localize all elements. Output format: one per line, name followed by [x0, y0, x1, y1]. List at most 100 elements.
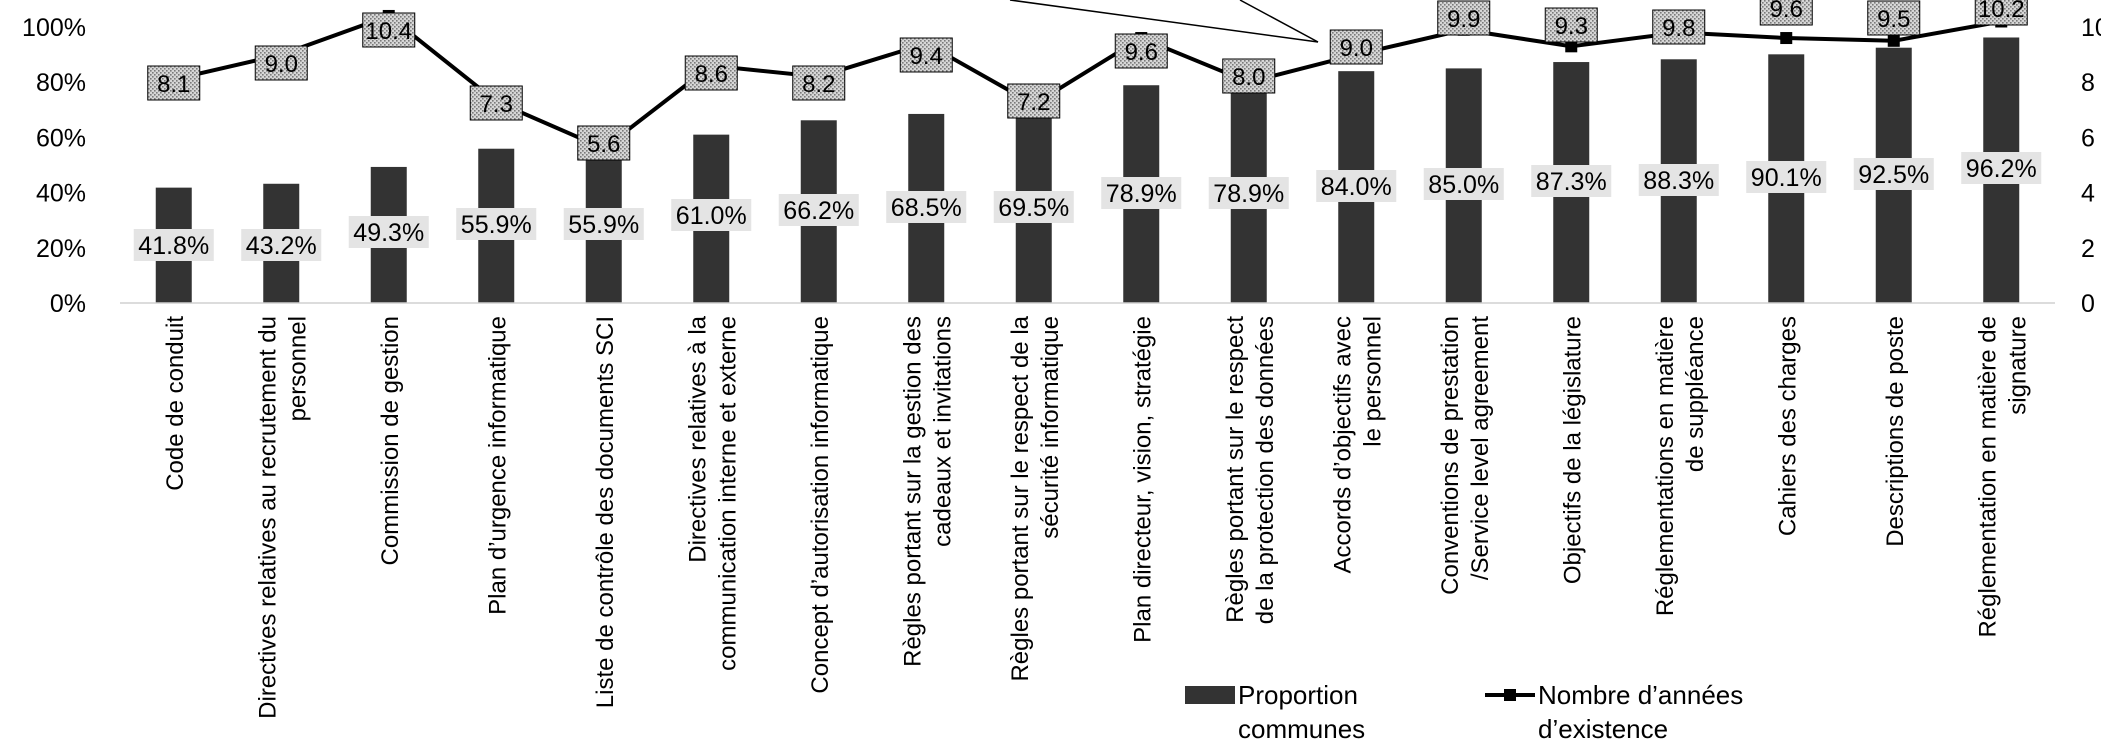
- category-label: Liste de contrôle des documents SCI: [592, 316, 619, 708]
- line-path: [173, 13, 2002, 151]
- category-label: Accords d’objectifs avec: [1329, 316, 1356, 573]
- bar-data-labels: 41.8% 43.2% 49.3% 55.9% 55.9% 61.0% 66.2% 68.5%…: [133, 152, 2042, 261]
- category-label: Concept d’autorisation informatique: [807, 316, 834, 694]
- line-data-label: 10.2: [1978, 0, 2025, 23]
- line-data-label: 8.0: [1232, 64, 1265, 91]
- bar-data-label: 69.5%: [998, 194, 1069, 222]
- y-left-tick-label: 40%: [36, 180, 86, 208]
- line-data-label-box: [1544, 7, 1598, 43]
- category-labels: Code de conduit Directives relatives au r…: [162, 315, 2032, 718]
- category-label: Plan d’urgence informatique: [484, 316, 511, 615]
- line-data-label-box: [1652, 9, 1706, 45]
- y-left-tick-label: 20%: [36, 235, 86, 263]
- bar-data-label: 78.9%: [1106, 180, 1177, 208]
- bar-data-label: 87.3%: [1536, 168, 1607, 196]
- category-label: cadeaux et invitations: [929, 316, 956, 547]
- line-data-label-box: [1974, 0, 2028, 26]
- bar-data-label: 92.5%: [1858, 161, 1929, 189]
- line-data-label: 9.0: [1340, 35, 1373, 62]
- bar-series: [155, 37, 2020, 304]
- y-left-tick-label: 100%: [22, 14, 86, 42]
- category-label: Règles portant sur le respect: [1222, 316, 1249, 623]
- line-data-label: 9.6: [1125, 39, 1158, 66]
- legend-label: Proportion: [1238, 680, 1358, 710]
- bar-data-label-bg: [1531, 165, 1612, 197]
- line-data-label: 9.6: [1770, 0, 1803, 23]
- bar-data-label-bg: [1746, 161, 1827, 193]
- category-label: de la protection des données: [1252, 316, 1279, 624]
- line-data-label-box: [1114, 33, 1168, 69]
- legend-label: communes: [1238, 714, 1365, 744]
- bar-data-label-bg: [993, 191, 1074, 223]
- line-data-label-box: [1222, 58, 1276, 94]
- callout-leader-line: [1009, 0, 1319, 43]
- bar-data-label: 85.0%: [1428, 171, 1499, 199]
- line-data-label-box: [577, 125, 631, 161]
- category-label: Cahiers des charges: [1774, 316, 1801, 536]
- callout-leader-line: [1239, 0, 1319, 43]
- category-label: Commission de gestion: [377, 316, 404, 565]
- line-data-label-box: [147, 65, 201, 101]
- line-data-label: 9.4: [910, 43, 943, 70]
- y-left-tick-label: 60%: [36, 124, 86, 152]
- bar-data-label: 43.2%: [246, 232, 317, 260]
- bar-data-label-bg: [671, 199, 752, 231]
- category-label: de suppléance: [1682, 316, 1709, 472]
- bar-data-label: 55.9%: [461, 211, 532, 239]
- axes: 0%20%40%60%80%100%024681012: [22, 14, 2101, 318]
- line-data-labels: 8.1 9.0 10.4 7.3 5.6 8.6 8.2 9.4 7.2 9.6 8.0 9.0 9.9…: [147, 0, 2028, 161]
- category-label: Objectifs de la législature: [1559, 316, 1586, 584]
- line-data-label: 7.3: [480, 91, 513, 118]
- y-right-tick-label: 8: [2081, 69, 2095, 97]
- line-data-label: 9.5: [1877, 6, 1910, 33]
- bar-data-label-bg: [1101, 177, 1182, 209]
- category-label: personnel: [284, 316, 311, 421]
- bar-data-label-bg: [886, 191, 967, 223]
- legend-line-marker: [1504, 689, 1516, 701]
- bar-data-label: 68.5%: [891, 194, 962, 222]
- category-label: Règles portant sur la gestion des: [899, 316, 926, 667]
- line-data-label-box: [362, 12, 416, 48]
- category-label: Réglementations en matière: [1652, 316, 1679, 616]
- category-label: Descriptions de poste: [1882, 316, 1909, 547]
- category-label: communication interne et externe: [714, 316, 741, 671]
- line-data-label: 8.2: [802, 71, 835, 98]
- category-label: /Service level agreement: [1467, 316, 1494, 580]
- bar-data-label: 90.1%: [1751, 164, 1822, 192]
- line-series: [167, 0, 2008, 155]
- line-data-label-box: [792, 65, 846, 101]
- legend-label: d’existence: [1538, 714, 1668, 744]
- line-data-label-box: [1759, 0, 1813, 26]
- line-data-label: 9.0: [265, 51, 298, 78]
- category-label: Directives relatives au recrutement du: [254, 316, 281, 719]
- bar-data-label: 41.8%: [138, 232, 209, 260]
- bar-data-label: 55.9%: [568, 211, 639, 239]
- line-data-label-box: [1437, 0, 1491, 36]
- category-label: signature: [2004, 316, 2031, 415]
- category-label: Règles portant sur le respect de la: [1007, 315, 1034, 681]
- bar-data-label-bg: [1316, 170, 1397, 202]
- legend: Proportion communes Nombre d’années d’exist…: [1185, 680, 1743, 744]
- bar-data-label-bg: [348, 216, 429, 248]
- bar-data-label-bg: [1961, 152, 2042, 184]
- line-data-label: 7.2: [1017, 89, 1050, 116]
- legend-bar-swatch: [1185, 686, 1235, 704]
- line-data-label: 9.9: [1447, 6, 1480, 33]
- line-data-label-box: [469, 85, 523, 121]
- line-data-label-box: [1329, 29, 1383, 65]
- bar-data-label-bg: [456, 208, 537, 240]
- line-data-label: 10.4: [365, 18, 412, 45]
- bar-data-label: 61.0%: [676, 202, 747, 230]
- line-data-label: 9.3: [1555, 13, 1588, 40]
- bar-data-label: 96.2%: [1966, 155, 2037, 183]
- line-data-label: 8.1: [157, 71, 190, 98]
- category-label: sécurité informatique: [1037, 316, 1064, 539]
- bar-data-label-bg: [1208, 177, 1289, 209]
- line-data-label-box: [684, 55, 738, 91]
- line-data-label-box: [254, 45, 308, 81]
- line-data-label-box: [1867, 0, 1921, 36]
- bar-data-label-bg: [241, 229, 322, 261]
- bar-data-label-bg: [778, 194, 859, 226]
- y-right-tick-label: 4: [2081, 180, 2095, 208]
